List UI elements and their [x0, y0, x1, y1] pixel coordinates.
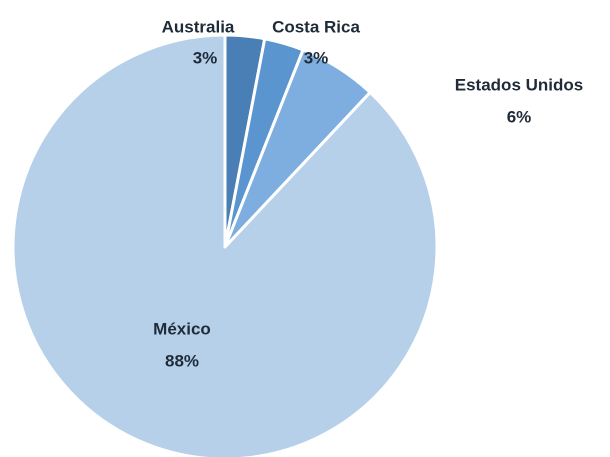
- slice-label: Costa Rica: [272, 17, 360, 36]
- slice-value: 88%: [165, 351, 199, 370]
- slice-label: Estados Unidos: [455, 75, 583, 94]
- slice-value: 3%: [304, 48, 329, 67]
- slice-value: 6%: [507, 107, 532, 126]
- slice-value: 3%: [193, 48, 218, 67]
- slice-label: México: [153, 319, 211, 338]
- pie-slice: [11, 33, 439, 457]
- slice-label: Australia: [162, 17, 235, 36]
